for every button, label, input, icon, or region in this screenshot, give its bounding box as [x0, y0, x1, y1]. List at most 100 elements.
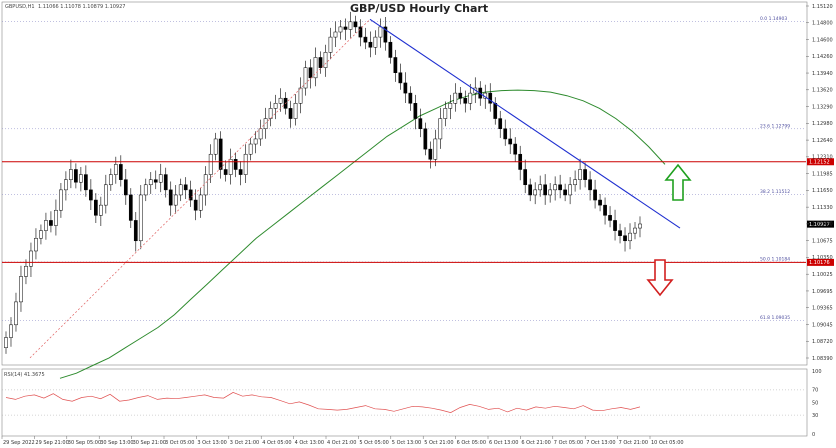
x-tick-label: 5 Oct 21:00: [424, 440, 453, 446]
symbol-label: GBPUSD,H1: [5, 4, 35, 10]
x-tick-label: 29 Sep 21:00: [35, 440, 68, 446]
y-tick-label: 1.11650: [812, 188, 833, 194]
candle-body: [333, 31, 338, 38]
fibonacci-level-label: 23.6 1.12799: [760, 123, 790, 129]
candle-body: [298, 87, 303, 104]
candle-body: [99, 204, 103, 216]
x-tick-label: 30 Sep 21:00: [133, 440, 166, 446]
candle-body: [548, 189, 552, 196]
candle-body: [198, 194, 203, 211]
y-tick-label: 1.09695: [812, 289, 833, 295]
overlay-layer: 1.12152 1.10927 1.10176: [2, 18, 834, 359]
x-tick-label: 6 Oct 05:00: [457, 440, 486, 446]
candle-body: [303, 67, 308, 89]
trend-line: [369, 18, 681, 229]
y-tick-label: 1.13620: [812, 88, 833, 94]
candle-body: [54, 209, 58, 226]
candle-body: [19, 276, 23, 303]
candle-body: [553, 184, 557, 191]
candle-body: [403, 82, 408, 94]
y-tick-label: 1.10025: [812, 272, 833, 278]
candle-body: [573, 179, 577, 186]
candle-body: [163, 174, 168, 191]
candle-body: [238, 169, 243, 175]
candle-body: [308, 67, 313, 79]
y-tick-label: 1.11000: [812, 222, 833, 228]
candle-body: [388, 41, 393, 58]
candle-body: [583, 169, 587, 180]
price-tag: [807, 158, 834, 166]
candle-body: [348, 21, 353, 30]
candle-body: [178, 184, 183, 196]
y-tick-label: 1.14260: [812, 54, 833, 60]
candle-body: [253, 138, 258, 145]
candle-body: [258, 128, 263, 140]
candle-body: [323, 52, 328, 68]
y-tick-label: 1.10350: [812, 255, 833, 261]
y-tick-label: 1.12640: [812, 138, 833, 144]
candle-body: [363, 36, 368, 43]
candle-body: [228, 159, 233, 175]
candle-body: [523, 169, 528, 186]
x-tick-label: 5 Oct 13:00: [392, 440, 421, 446]
candle-body: [133, 220, 138, 242]
candle-body: [168, 189, 173, 206]
candle-body: [69, 169, 73, 180]
candle-body: [24, 265, 28, 277]
candle-body: [538, 184, 543, 191]
x-tick-label: 6 Oct 21:00: [521, 440, 550, 446]
candle-body: [358, 26, 363, 38]
candle-body: [488, 92, 493, 104]
candle-body: [268, 108, 273, 119]
y-tick-label: 1.08390: [812, 356, 833, 362]
price-tag: [807, 258, 834, 266]
candle-body: [223, 169, 228, 175]
candle-body: [64, 179, 68, 191]
y-tick-label: 1.12980: [812, 121, 833, 127]
fibonacci-level-label: 38.2 1.11512: [760, 189, 790, 195]
candle-body: [4, 337, 8, 348]
x-tick-label: 7 Oct 05:00: [554, 440, 583, 446]
candle-body: [593, 189, 597, 201]
candle-body: [598, 199, 602, 206]
y-tick-label: 1.13290: [812, 104, 833, 110]
candle-body: [113, 164, 118, 175]
candle-body: [533, 189, 538, 196]
down-arrow-icon: [646, 259, 674, 297]
x-tick-label: 5 Oct 05:00: [359, 440, 388, 446]
x-tick-label: 29 Sep 2022: [3, 440, 35, 446]
candle-body: [74, 169, 78, 183]
x-tick-label: 7 Oct 13:00: [586, 440, 615, 446]
candle-body: [433, 138, 438, 160]
axis-layer: 1.15120 1.14800 1.14600 1.14260 1.13940 1.136…: [1, 4, 833, 446]
ohlc-label: 1.11066 1.11078 1.10879 1.10927: [38, 4, 125, 10]
candle-body: [373, 36, 378, 48]
candle-body: [443, 108, 448, 119]
candle-body: [89, 189, 93, 201]
candle-body: [468, 92, 473, 104]
candle-body: [428, 148, 433, 160]
y-tick-label: 1.11985: [812, 171, 833, 177]
candle-body: [128, 194, 133, 221]
y-tick-label: 1.10675: [812, 238, 833, 244]
candle-body: [118, 164, 123, 180]
price-tag-label: 1.12152: [809, 160, 830, 166]
fibonacci-level-label: 50.0 1.10184: [760, 256, 790, 262]
candle-body: [563, 189, 567, 196]
candle-body: [378, 26, 383, 38]
candle-body: [418, 118, 423, 130]
candle-body: [558, 184, 562, 191]
x-tick-label: 4 Oct 05:00: [262, 440, 291, 446]
candle-body: [508, 138, 513, 145]
candle-body: [39, 230, 43, 239]
candle-body: [423, 128, 428, 150]
candle-body: [278, 97, 283, 104]
candle-body: [313, 57, 318, 79]
moving-average-line: [59, 89, 666, 379]
candle-body: [453, 92, 458, 104]
candle-body: [343, 26, 348, 30]
candle-body: [438, 118, 443, 140]
candle-body: [153, 179, 158, 183]
